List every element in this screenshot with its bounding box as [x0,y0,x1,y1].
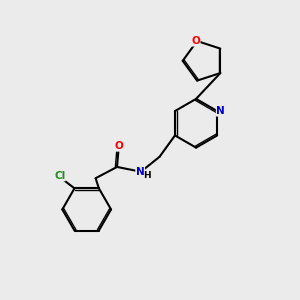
Text: H: H [143,171,151,180]
Text: O: O [191,36,200,46]
Text: N: N [136,167,145,177]
Text: N: N [216,106,225,116]
Text: Cl: Cl [54,171,65,181]
Text: O: O [114,141,123,151]
